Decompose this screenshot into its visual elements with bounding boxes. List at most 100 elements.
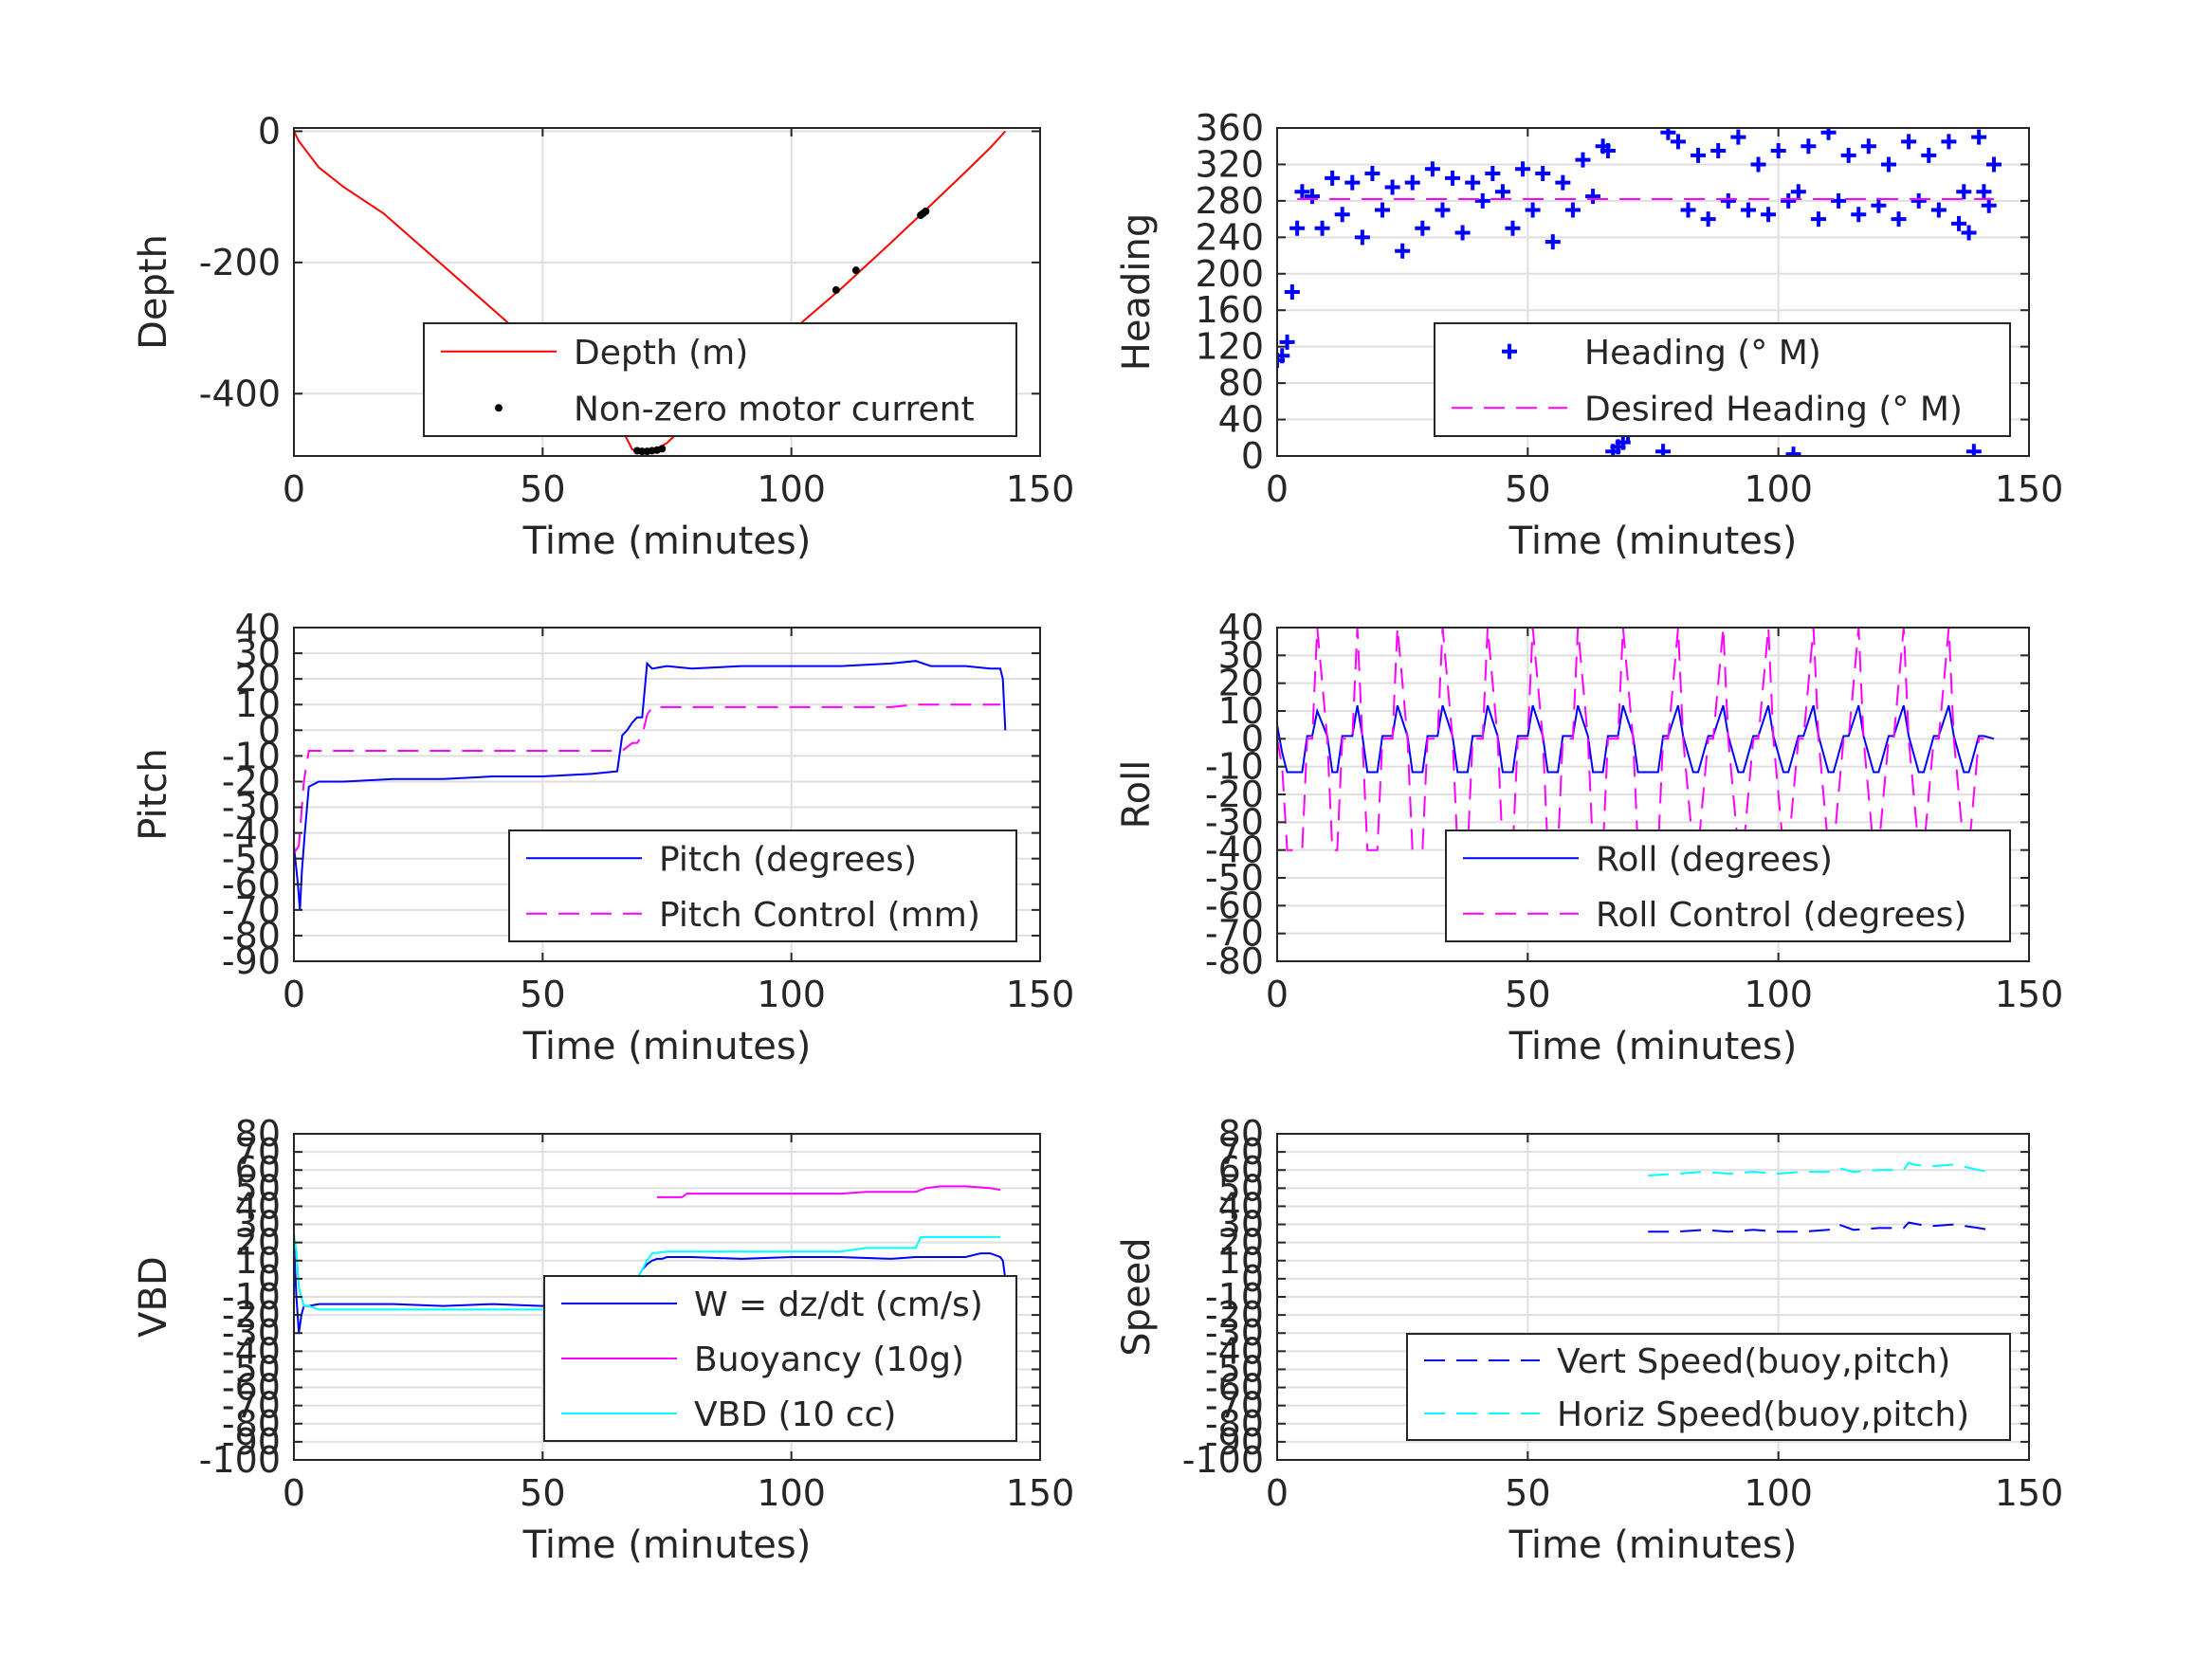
legend: Depth (m) Non-zero motor current [423, 322, 1017, 437]
series-1 [657, 1185, 1001, 1198]
y-tick-label: 10 [1218, 690, 1264, 732]
y-tick-label: 240 [1195, 216, 1264, 258]
legend-box [423, 322, 1017, 437]
x-tick-label: 50 [1505, 1472, 1550, 1514]
y-tick-label: 20 [1218, 1222, 1264, 1264]
y-tick-label: 0 [1241, 718, 1264, 759]
data-point [1364, 166, 1380, 182]
y-tick-label: -40 [222, 812, 281, 854]
y-tick-label: -80 [222, 1403, 281, 1445]
x-tick-label: 0 [283, 974, 305, 1015]
y-tick-label: 40 [1218, 607, 1264, 648]
y-tick-label: 160 [1195, 289, 1264, 331]
data-point [1334, 207, 1350, 223]
data-point [1691, 147, 1707, 163]
y-tick-label: 20 [235, 658, 281, 700]
y-tick-label: -200 [199, 242, 281, 283]
data-point [1404, 174, 1420, 191]
data-point [922, 207, 930, 215]
data-point [1840, 147, 1856, 163]
y-tick-label: 40 [235, 607, 281, 648]
y-tick-label: -60 [222, 864, 281, 905]
data-point [1921, 147, 1937, 163]
legend: Vert Speed(buoy,pitch) Horiz Speed(buoy,p… [1406, 1333, 2011, 1441]
data-point [1710, 143, 1727, 159]
y-tick-label: 360 [1195, 107, 1264, 149]
y-tick-label: -60 [1205, 1367, 1264, 1409]
data-point [1284, 284, 1300, 300]
y-tick-label: 80 [1218, 1113, 1264, 1155]
data-point [1785, 447, 1801, 456]
y-axis-label: VBD [132, 1256, 175, 1338]
data-point [1860, 138, 1876, 155]
data-point [1277, 348, 1290, 364]
x-axis-label: Time (minutes) [1508, 1025, 1798, 1068]
x-tick-label: 150 [1995, 1472, 2064, 1514]
x-tick-label: 150 [1995, 468, 2064, 510]
series-line [1648, 1161, 1989, 1176]
legend: Roll (degrees) Roll Control (degrees) [1445, 830, 2011, 942]
data-point [1344, 174, 1361, 191]
data-point [1880, 156, 1896, 173]
legend-swatch [495, 404, 503, 412]
y-tick-label: -70 [222, 889, 281, 931]
data-point [1505, 220, 1521, 236]
subplot-depth: 0 50 100 150 -400 -200 0 Time (minutes) Depth Dep… [132, 110, 1074, 563]
y-tick-label: 0 [1241, 435, 1264, 477]
y-tick-label: 0 [258, 110, 281, 152]
y-tick-label: -20 [1205, 774, 1264, 815]
x-tick-label: 50 [1505, 974, 1550, 1015]
data-point [1375, 202, 1391, 218]
y-tick-label: -90 [1205, 1421, 1264, 1463]
data-point [1465, 174, 1481, 191]
x-tick-label: 100 [1744, 1472, 1813, 1514]
y-axis-label: Speed [1115, 1237, 1159, 1356]
axes-box [1276, 127, 2030, 457]
data-point [1585, 189, 1601, 205]
y-tick-label: -50 [222, 1348, 281, 1390]
legend-label: Roll Control (degrees) [1596, 896, 1966, 935]
y-tick-label: 30 [235, 632, 281, 674]
y-tick-label: -20 [222, 1294, 281, 1336]
legend: Pitch (degrees) Pitch Control (mm) [508, 830, 1017, 942]
data-point [1564, 202, 1581, 218]
y-tick-label: -70 [222, 1385, 281, 1427]
legend-label: Vert Speed(buoy,pitch) [1557, 1342, 1950, 1381]
data-point [1720, 192, 1736, 209]
data-point [832, 285, 840, 294]
y-tick-label: 20 [1218, 663, 1264, 704]
data-point [1535, 166, 1551, 182]
data-point [1454, 225, 1471, 241]
data-point [1781, 192, 1797, 209]
data-point [1660, 128, 1676, 140]
data-point [1325, 170, 1341, 186]
y-tick-label: -10 [222, 735, 281, 776]
data-point [1289, 220, 1306, 236]
y-tick-label: -70 [1205, 913, 1264, 955]
y-tick-label: 70 [235, 1131, 281, 1173]
y-axis-label: Roll [1115, 760, 1159, 830]
y-tick-label: 20 [235, 1222, 281, 1264]
y-tick-label: -40 [1205, 1330, 1264, 1372]
data-point [1891, 211, 1907, 228]
y-tick-label: -50 [222, 838, 281, 880]
y-tick-label: 0 [1241, 1258, 1264, 1300]
y-tick-label: -40 [222, 1330, 281, 1372]
y-tick-label: 40 [1218, 399, 1264, 441]
y-tick-label: -90 [222, 940, 281, 982]
series-0 [1648, 1221, 1989, 1233]
y-tick-label: 80 [235, 1113, 281, 1155]
legend-label: Horiz Speed(buoy,pitch) [1557, 1395, 1969, 1434]
y-axis-label: Heading [1115, 213, 1159, 371]
x-tick-label: 0 [283, 1472, 305, 1514]
y-tick-label: 70 [1218, 1131, 1264, 1173]
y-tick-label: 30 [1218, 1204, 1264, 1246]
data-point [1474, 192, 1490, 209]
y-tick-label: 40 [235, 1185, 281, 1227]
y-tick-label: 30 [235, 1204, 281, 1246]
y-tick-label: 0 [258, 709, 281, 751]
data-point [851, 266, 860, 275]
y-tick-label: -400 [199, 373, 281, 414]
data-point [1820, 128, 1837, 140]
data-point [1910, 192, 1927, 209]
